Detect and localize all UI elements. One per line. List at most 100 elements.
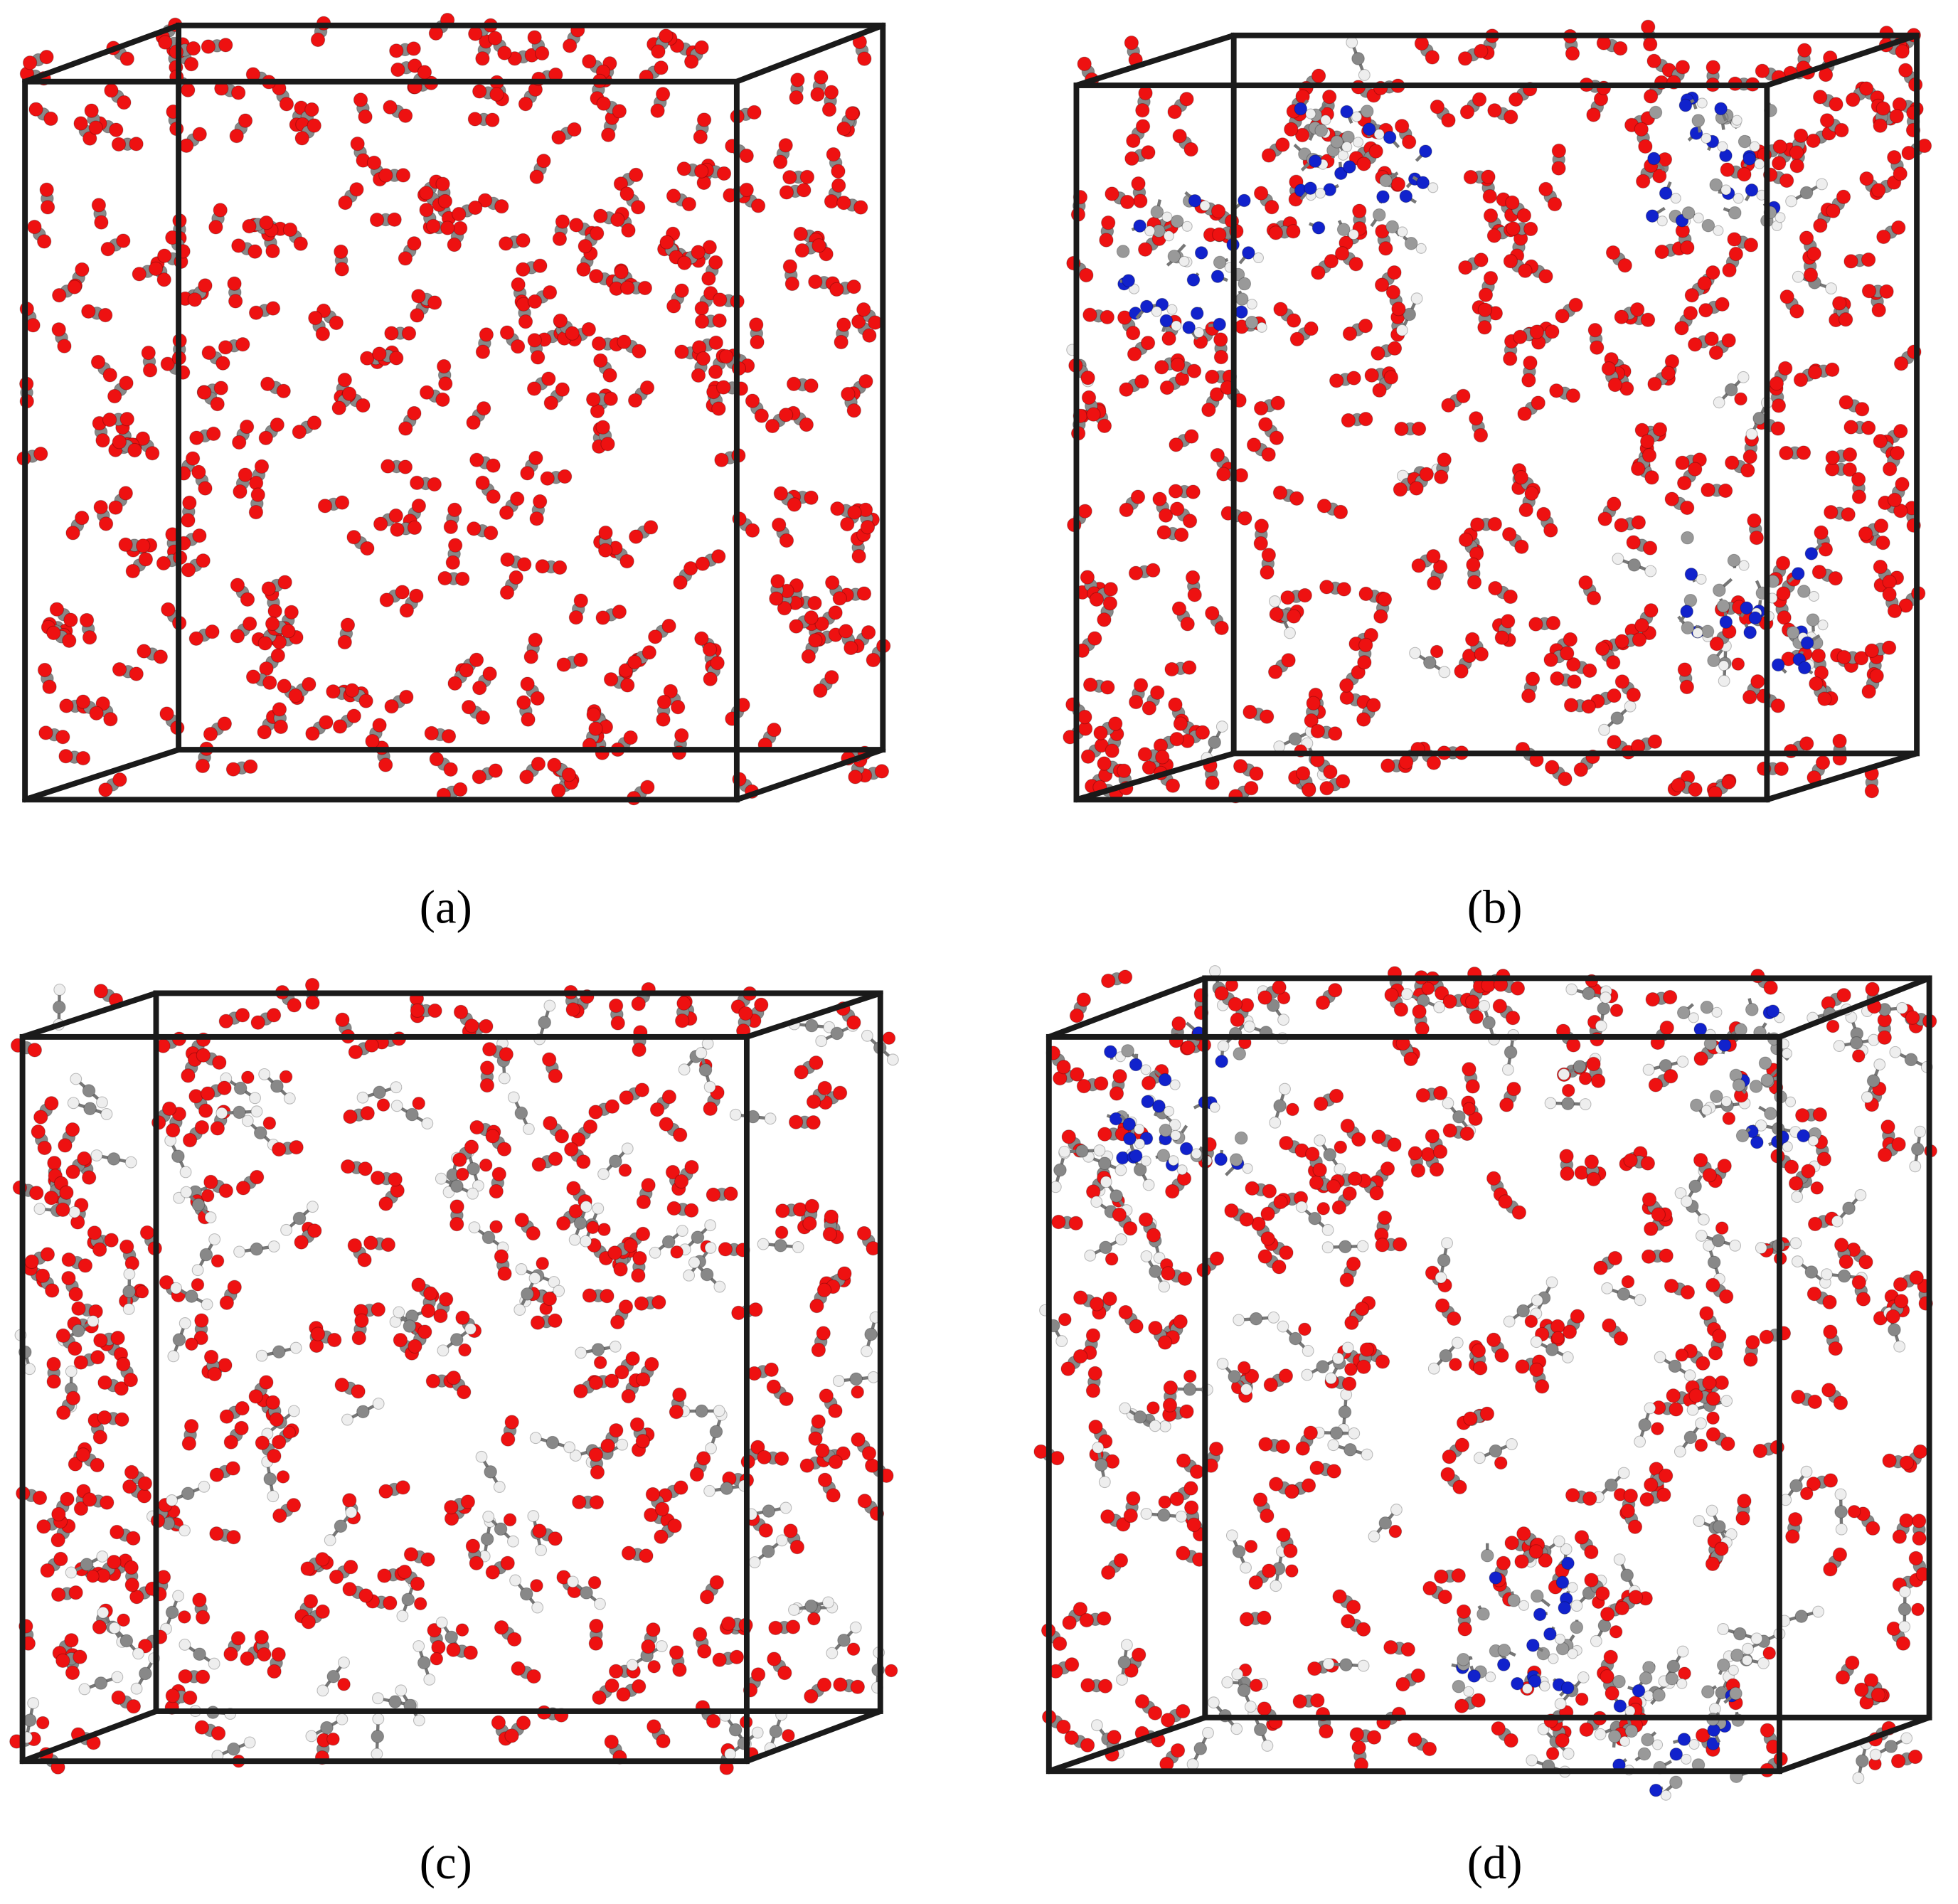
- atom: [1427, 182, 1439, 193]
- atom: [531, 1157, 546, 1172]
- atom: [494, 1522, 508, 1536]
- atom: [486, 458, 501, 473]
- atom: [804, 1019, 819, 1033]
- atom: [479, 1060, 495, 1075]
- atom: [1158, 1495, 1172, 1509]
- atom: [1102, 596, 1118, 611]
- atom: [775, 1203, 790, 1218]
- atom: [1156, 525, 1171, 540]
- atom: [383, 1595, 398, 1610]
- atom: [1289, 1331, 1302, 1346]
- atom: [110, 1524, 124, 1540]
- atom: [1186, 273, 1201, 287]
- atom: [235, 1400, 250, 1416]
- atom: [1080, 749, 1096, 764]
- atom: [1514, 1554, 1529, 1569]
- atom: [553, 313, 568, 329]
- atom: [552, 231, 568, 246]
- atom: [1231, 1668, 1244, 1681]
- atom: [119, 1239, 134, 1255]
- atom: [704, 1219, 717, 1232]
- atom: [239, 419, 255, 435]
- atom: [1306, 696, 1321, 711]
- atom: [1321, 1241, 1334, 1254]
- atom: [1623, 1488, 1639, 1504]
- atom: [799, 417, 814, 432]
- atom: [1659, 186, 1673, 201]
- atom: [409, 588, 424, 603]
- atom: [1260, 1509, 1275, 1523]
- atom: [1462, 1102, 1476, 1116]
- atom: [769, 591, 784, 606]
- atom: [1659, 1020, 1674, 1036]
- atom: [489, 1184, 504, 1199]
- atom: [1245, 315, 1259, 329]
- atom: [1842, 447, 1858, 462]
- atom: [241, 1070, 255, 1085]
- atom: [1385, 284, 1401, 299]
- atom: [792, 1240, 804, 1253]
- atom: [182, 495, 197, 511]
- atom: [794, 243, 810, 258]
- atom: [1135, 119, 1151, 134]
- atom: [1366, 1730, 1382, 1745]
- atom: [779, 1391, 794, 1407]
- atom: [452, 1152, 467, 1167]
- atom: [1286, 1102, 1299, 1117]
- atom: [250, 487, 265, 502]
- atom: [1373, 609, 1388, 624]
- atom: [258, 1068, 271, 1080]
- atom: [1683, 593, 1698, 607]
- atom: [1360, 105, 1374, 118]
- atom: [632, 344, 647, 358]
- atom: [82, 1492, 97, 1507]
- atom: [785, 1620, 801, 1634]
- atom: [689, 1467, 705, 1482]
- atom: [489, 87, 504, 102]
- atom: [804, 1599, 818, 1613]
- atom: [704, 1242, 717, 1254]
- atom: [634, 1083, 649, 1097]
- atom: [228, 294, 243, 309]
- atom: [1164, 661, 1179, 677]
- atom: [772, 154, 788, 169]
- atom: [564, 1142, 579, 1157]
- atom: [262, 675, 277, 690]
- atom: [1817, 691, 1832, 706]
- atom: [1752, 411, 1766, 425]
- atom: [1887, 149, 1902, 165]
- atom: [764, 1112, 777, 1125]
- atom: [674, 1014, 690, 1028]
- atom: [440, 220, 455, 235]
- atom: [273, 719, 289, 735]
- atom: [341, 1413, 353, 1426]
- atom: [816, 1677, 832, 1692]
- atom: [139, 1225, 155, 1240]
- atom: [1598, 723, 1611, 736]
- atom: [378, 168, 393, 183]
- atom: [1648, 1078, 1664, 1092]
- atom: [846, 1642, 861, 1656]
- atom: [95, 432, 110, 448]
- atom: [1505, 195, 1520, 211]
- atom: [1068, 1216, 1083, 1231]
- atom: [1486, 1171, 1501, 1186]
- atom: [600, 1438, 615, 1453]
- atom: [1483, 270, 1499, 286]
- atom: [1518, 502, 1533, 518]
- atom: [223, 1435, 238, 1450]
- atom: [1105, 743, 1119, 758]
- atom: [518, 314, 533, 329]
- atom: [609, 1422, 624, 1438]
- atom: [1536, 506, 1551, 522]
- atom: [242, 616, 257, 632]
- atom: [47, 1156, 62, 1171]
- atom: [1351, 1132, 1366, 1147]
- atom: [1181, 660, 1197, 675]
- atom: [636, 1372, 651, 1387]
- atom: [825, 575, 840, 590]
- atom: [1352, 137, 1364, 148]
- atom: [1270, 1580, 1282, 1592]
- atom: [519, 1587, 533, 1601]
- atom: [1244, 780, 1259, 796]
